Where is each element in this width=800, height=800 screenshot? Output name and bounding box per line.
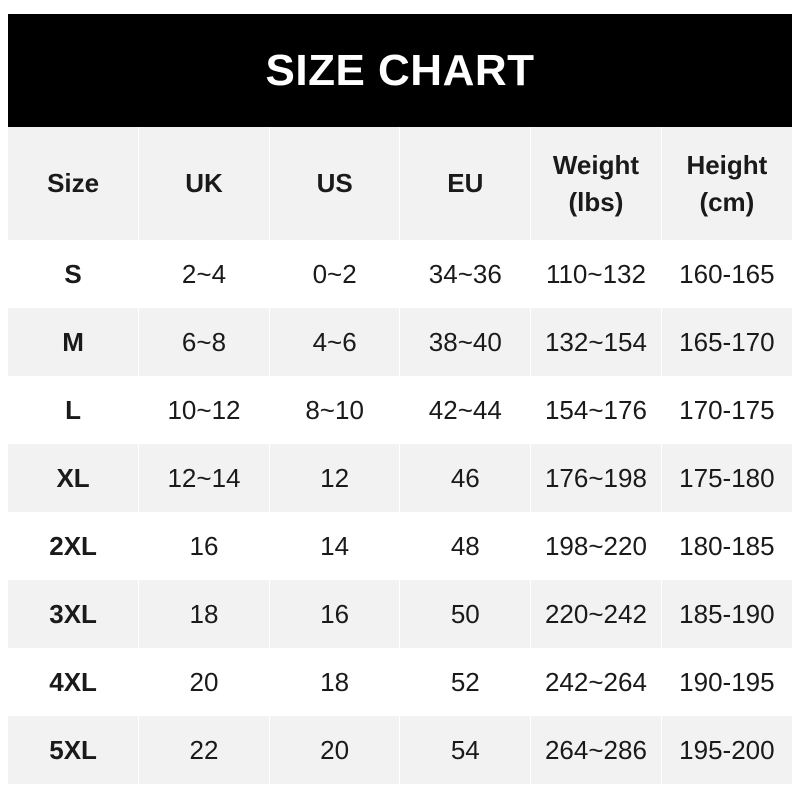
size-label-cell: L: [8, 376, 139, 444]
table-cell: 160-165: [660, 240, 792, 308]
table-cell: 10~12: [138, 376, 270, 444]
size-label-cell: M: [8, 308, 139, 376]
table-cell: 180-185: [660, 512, 792, 580]
column-header-text: US: [316, 168, 353, 199]
table-cell: 154~176: [530, 376, 662, 444]
table-cell: 6~8: [138, 308, 270, 376]
table-cell: 18: [268, 648, 400, 716]
table-cell: 22: [138, 716, 270, 784]
table-cell: 165-170: [660, 308, 792, 376]
column-header-text: (cm): [699, 186, 755, 217]
table-cell: 242~264: [530, 648, 662, 716]
table-cell: 0~2: [268, 240, 400, 308]
table-cell: 46: [399, 444, 531, 512]
table-cell: 8~10: [268, 376, 400, 444]
size-chart-title: SIZE CHART: [8, 14, 792, 127]
column-header-text: Size: [47, 168, 100, 199]
column-header: Weight (lbs): [530, 127, 662, 240]
table-cell: 198~220: [530, 512, 662, 580]
table-row: XL 12~14 12 46 176~198 175-180: [8, 444, 792, 512]
table-cell: 132~154: [530, 308, 662, 376]
table-cell: 170-175: [660, 376, 792, 444]
table-cell: 14: [268, 512, 400, 580]
size-label-cell: 2XL: [8, 512, 139, 580]
table-cell: 18: [138, 580, 270, 648]
table-cell: 48: [399, 512, 531, 580]
column-header: US: [268, 127, 400, 240]
table-cell: 54: [399, 716, 531, 784]
column-header-text: (lbs): [568, 186, 624, 217]
column-header-text: Height: [686, 150, 768, 181]
table-row: 4XL 20 18 52 242~264 190-195: [8, 648, 792, 716]
size-label-cell: 4XL: [8, 648, 139, 716]
table-cell: 190-195: [660, 648, 792, 716]
column-header: Height (cm): [660, 127, 792, 240]
column-header-text: UK: [185, 168, 223, 199]
table-cell: 16: [268, 580, 400, 648]
table-cell: 42~44: [399, 376, 531, 444]
size-label-cell: S: [8, 240, 139, 308]
table-cell: 20: [268, 716, 400, 784]
column-header-text: Weight: [552, 150, 640, 181]
column-header: UK: [138, 127, 270, 240]
size-label-cell: 5XL: [8, 716, 139, 784]
size-label-cell: XL: [8, 444, 139, 512]
table-cell: 4~6: [268, 308, 400, 376]
header-row: Size UK US EU Weight (lbs) Height (cm): [8, 127, 792, 240]
column-header-text: EU: [447, 168, 484, 199]
size-label-cell: 3XL: [8, 580, 139, 648]
table-cell: 220~242: [530, 580, 662, 648]
table-row: 3XL 18 16 50 220~242 185-190: [8, 580, 792, 648]
table-cell: 38~40: [399, 308, 531, 376]
column-header: EU: [399, 127, 531, 240]
table-row: L 10~12 8~10 42~44 154~176 170-175: [8, 376, 792, 444]
table-cell: 176~198: [530, 444, 662, 512]
table-row: S 2~4 0~2 34~36 110~132 160-165: [8, 240, 792, 308]
table-cell: 264~286: [530, 716, 662, 784]
table-cell: 185-190: [660, 580, 792, 648]
table-cell: 50: [399, 580, 531, 648]
table-cell: 12: [268, 444, 400, 512]
table-cell: 12~14: [138, 444, 270, 512]
table-cell: 20: [138, 648, 270, 716]
size-table: Size UK US EU Weight (lbs) Height (cm) S 2~4 0~2 34…: [8, 127, 792, 784]
table-cell: 175-180: [660, 444, 792, 512]
table-cell: 2~4: [138, 240, 270, 308]
table-row: 5XL 22 20 54 264~286 195-200: [8, 716, 792, 784]
table-cell: 34~36: [399, 240, 531, 308]
table-cell: 195-200: [660, 716, 792, 784]
table-row: 2XL 16 14 48 198~220 180-185: [8, 512, 792, 580]
table-cell: 110~132: [530, 240, 662, 308]
table-row: M 6~8 4~6 38~40 132~154 165-170: [8, 308, 792, 376]
table-cell: 52: [399, 648, 531, 716]
column-header: Size: [8, 127, 139, 240]
table-cell: 16: [138, 512, 270, 580]
